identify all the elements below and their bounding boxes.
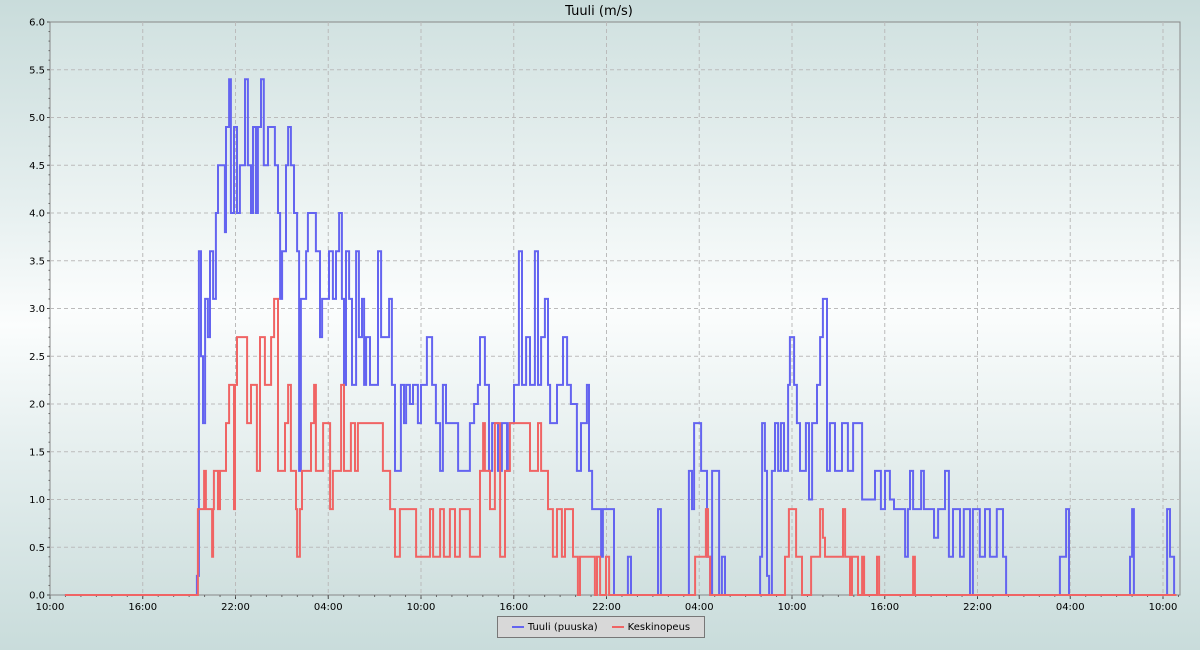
x-tick-label: 22:00 [221,602,250,613]
y-tick-label: 3.5 [29,256,45,267]
x-tick-label: 10:00 [778,602,807,613]
x-tick-label: 22:00 [592,602,621,613]
x-tick-label: 04:00 [685,602,714,613]
y-tick-label: 2.5 [29,352,45,363]
x-tick-label: 16:00 [128,602,157,613]
series-line-average [64,297,1177,596]
series-lines [64,78,1177,596]
x-tick-label: 22:00 [963,602,992,613]
series-line-gust [64,78,1177,596]
y-tick-label: 1.5 [29,447,45,458]
x-tick-label: 16:00 [870,602,899,613]
legend-label: Keskinopeus [627,621,691,633]
legend-label: Tuuli (puuska) [527,621,598,633]
x-tick-label: 10:00 [407,602,436,613]
legend-item-gust: Tuuli (puuska) [511,621,598,633]
y-tick-label: 6.0 [29,18,45,29]
legend-swatch [611,626,624,628]
x-tick-label: 04:00 [1056,602,1085,613]
y-tick-label: 3.0 [29,304,45,315]
y-tick-label: 0.5 [29,543,45,554]
y-tick-label: 2.0 [29,400,45,411]
legend: Tuuli (puuska) Keskinopeus [497,616,705,638]
y-tick-label: 5.0 [29,113,45,124]
y-tick-label: 0.0 [29,591,45,602]
y-tick-label: 4.0 [29,209,45,220]
legend-swatch [511,626,524,628]
y-tick-label: 5.5 [29,65,45,76]
x-tick-label: 04:00 [314,602,343,613]
y-tick-label: 1.0 [29,495,45,506]
x-tick-label: 10:00 [1149,602,1178,613]
chart-title: Tuuli (m/s) [564,4,633,19]
y-tick-label: 4.5 [29,161,45,172]
x-tick-label: 16:00 [499,602,528,613]
legend-item-average: Keskinopeus [611,621,691,633]
x-tick-label: 10:00 [36,602,65,613]
